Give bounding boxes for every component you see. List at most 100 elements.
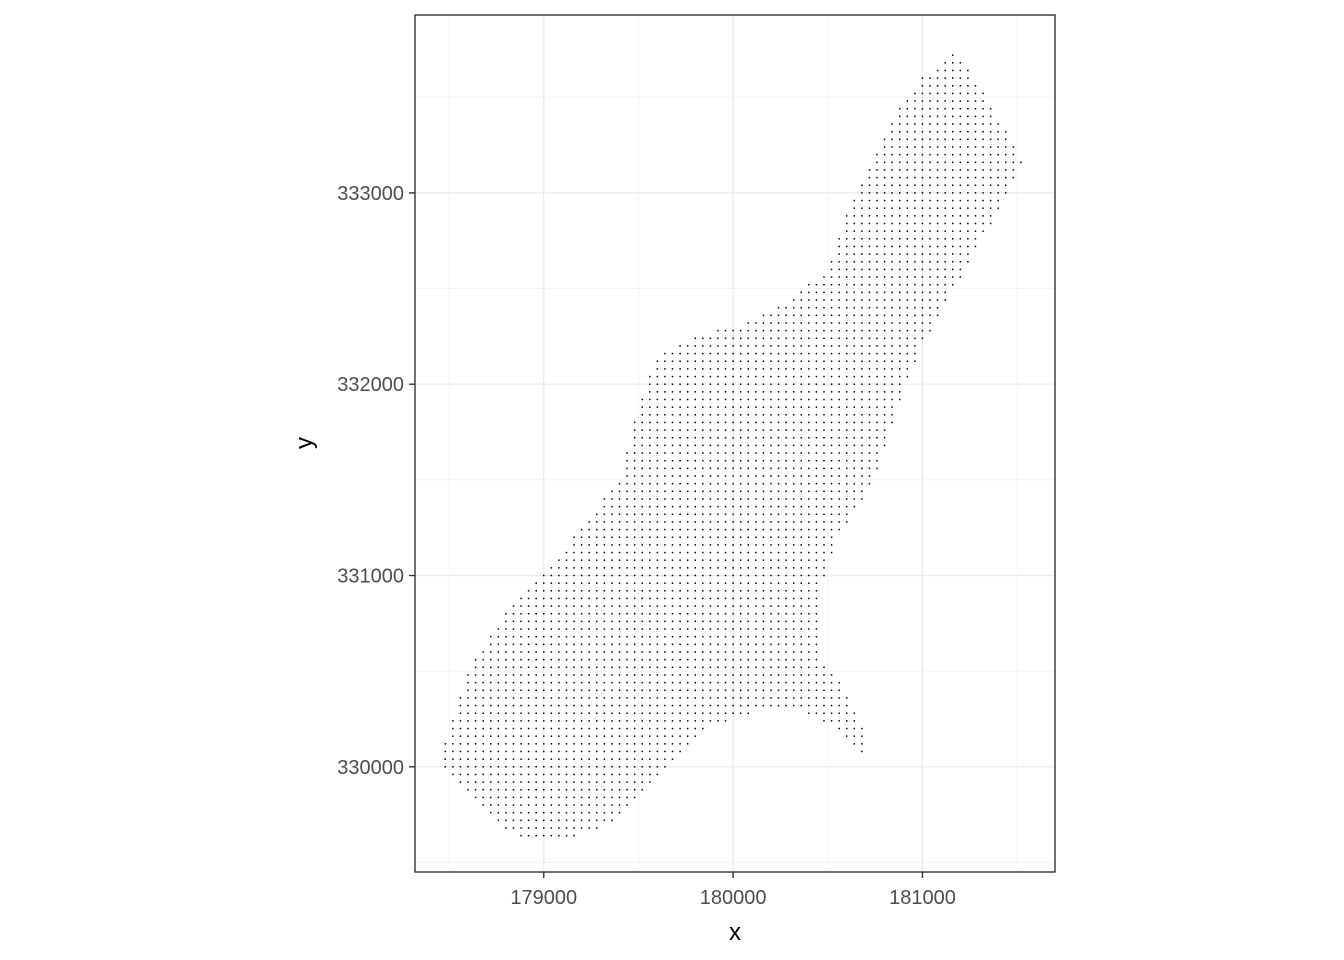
data-point [853, 215, 856, 217]
data-point [944, 62, 946, 64]
data-point [474, 720, 477, 722]
data-point [770, 528, 772, 531]
data-point [914, 138, 916, 141]
data-point [876, 383, 878, 385]
data-point [717, 559, 719, 561]
data-point [527, 651, 530, 653]
data-point [558, 635, 560, 638]
data-point [755, 597, 757, 600]
data-point [588, 735, 590, 737]
data-point [724, 620, 727, 623]
data-point [702, 704, 704, 707]
data-point [444, 743, 447, 745]
data-point [512, 735, 515, 737]
data-point [770, 689, 772, 692]
data-point [929, 291, 931, 294]
data-point [565, 712, 568, 714]
data-point [974, 100, 977, 102]
data-point [883, 444, 886, 447]
data-point [611, 544, 613, 546]
data-point [845, 238, 848, 240]
data-point [709, 452, 712, 454]
data-point [785, 689, 787, 692]
data-point [702, 352, 704, 355]
data-point [580, 597, 583, 600]
data-point [535, 597, 537, 600]
data-point [800, 643, 803, 646]
data-point [618, 781, 621, 783]
data-point [732, 613, 734, 615]
data-point [914, 146, 916, 148]
data-point [520, 758, 522, 760]
data-point [800, 437, 803, 439]
data-point [580, 528, 583, 531]
data-point [845, 452, 848, 454]
data-point [656, 459, 659, 462]
data-point [959, 215, 962, 217]
data-point [588, 567, 590, 569]
data-point [482, 681, 484, 684]
data-point [709, 505, 712, 508]
data-point [671, 513, 674, 516]
data-point [868, 437, 871, 439]
data-point [641, 643, 643, 646]
data-point [535, 605, 537, 607]
data-point [527, 704, 530, 707]
data-point [489, 666, 492, 669]
data-point [694, 398, 696, 401]
data-point [702, 452, 704, 454]
data-point [686, 743, 689, 745]
data-point [633, 613, 636, 615]
data-point [732, 352, 734, 355]
data-point [573, 804, 575, 806]
data-point [815, 620, 818, 623]
data-point [770, 444, 772, 447]
data-point [876, 238, 878, 240]
data-point [520, 827, 522, 829]
data-point [853, 345, 856, 347]
data-point [686, 727, 689, 730]
data-point [709, 528, 712, 531]
data-point [823, 360, 825, 362]
data-point [845, 368, 848, 370]
data-point [830, 544, 833, 546]
data-point [543, 727, 545, 730]
data-point [845, 735, 848, 737]
data-point [959, 153, 962, 156]
data-point [543, 781, 545, 783]
data-point [959, 161, 962, 164]
data-point [558, 735, 560, 737]
data-point [543, 628, 545, 630]
data-point [489, 781, 492, 783]
data-point [747, 574, 749, 577]
data-point [626, 628, 628, 630]
data-point [527, 750, 530, 753]
data-point [959, 100, 962, 102]
data-point [952, 207, 954, 209]
data-point [853, 337, 856, 340]
data-point [550, 788, 553, 791]
data-point [936, 245, 939, 248]
data-point [603, 559, 606, 561]
data-point [914, 329, 916, 332]
data-point [898, 215, 901, 217]
data-point [558, 811, 560, 814]
data-point [891, 368, 893, 370]
data-point [914, 153, 916, 156]
data-point [686, 482, 689, 485]
data-point [732, 337, 734, 340]
data-point [565, 635, 568, 638]
data-point [936, 169, 939, 171]
data-point [512, 651, 515, 653]
data-point [596, 567, 598, 569]
data-point [656, 758, 659, 760]
data-point [732, 505, 734, 508]
data-point [914, 184, 916, 186]
data-point [626, 505, 628, 508]
data-point [580, 613, 583, 615]
data-point [762, 467, 765, 470]
data-point [936, 253, 939, 255]
data-point [815, 521, 818, 523]
data-point [853, 490, 856, 493]
data-point [974, 222, 977, 225]
